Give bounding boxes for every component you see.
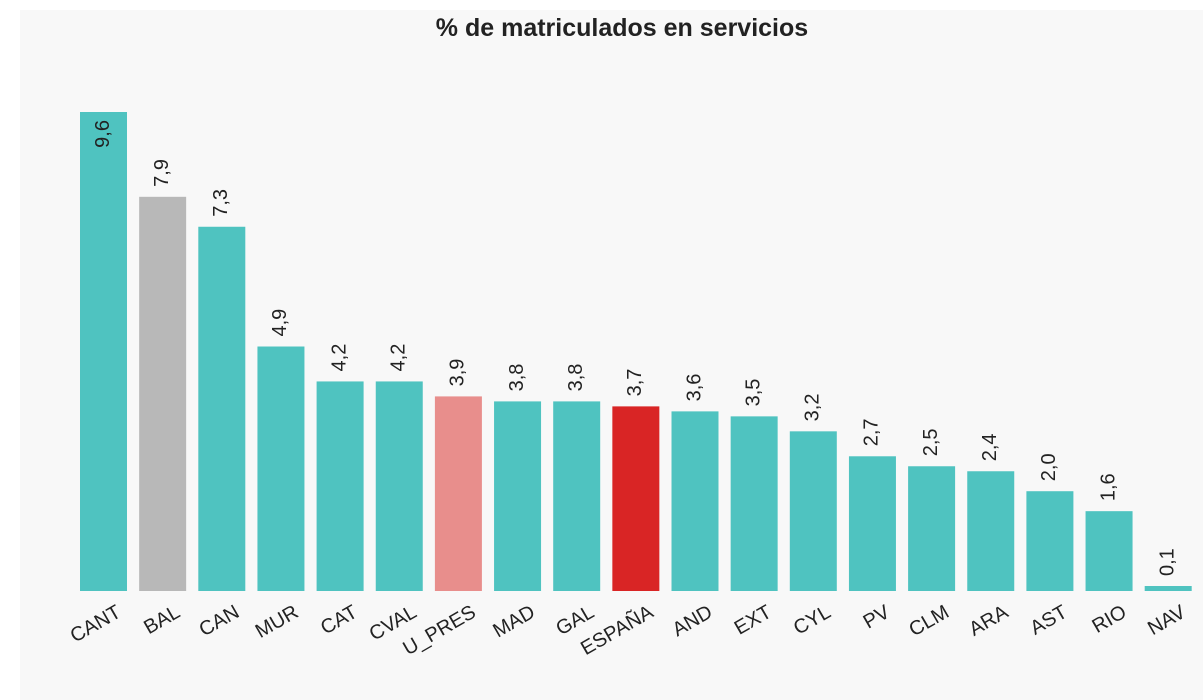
bar: [908, 466, 956, 591]
bar: [612, 406, 660, 591]
bar: [434, 396, 482, 591]
bar: [671, 411, 719, 591]
bar: [848, 456, 896, 591]
value-label: 0,1: [1156, 548, 1178, 576]
bar: [139, 196, 187, 591]
value-label: 9,6: [92, 120, 114, 148]
bar: [198, 226, 246, 591]
value-label: 7,9: [151, 159, 173, 187]
value-label: 2,4: [979, 433, 1001, 461]
value-label: 2,0: [1038, 453, 1060, 481]
value-label: 3,8: [506, 364, 528, 392]
bar: [789, 431, 837, 591]
value-label: 3,7: [624, 369, 646, 397]
background: [20, 10, 1203, 700]
value-label: 3,6: [683, 374, 705, 402]
value-label: 7,3: [210, 189, 232, 217]
bar: [1026, 491, 1074, 591]
chart-title: % de matriculados en servicios: [436, 14, 808, 42]
value-label: 1,6: [1097, 473, 1119, 501]
bar: [730, 416, 778, 591]
bar: [257, 346, 305, 591]
bar: [80, 112, 127, 591]
bar: [494, 401, 542, 591]
value-label: 3,9: [447, 359, 469, 387]
value-label: 4,9: [269, 309, 291, 337]
value-label: 4,2: [388, 344, 410, 372]
bar: [375, 381, 423, 591]
value-label: 2,5: [920, 428, 942, 456]
bar: [967, 471, 1015, 591]
value-label: 2,7: [861, 418, 883, 446]
value-label: 3,5: [742, 379, 764, 407]
bar: [316, 381, 364, 591]
bar: [553, 401, 601, 591]
bar: [1144, 586, 1192, 591]
value-label: 4,2: [328, 344, 350, 372]
bar: [1085, 511, 1133, 591]
value-label: 3,2: [802, 394, 824, 422]
value-label: 3,8: [565, 364, 587, 392]
